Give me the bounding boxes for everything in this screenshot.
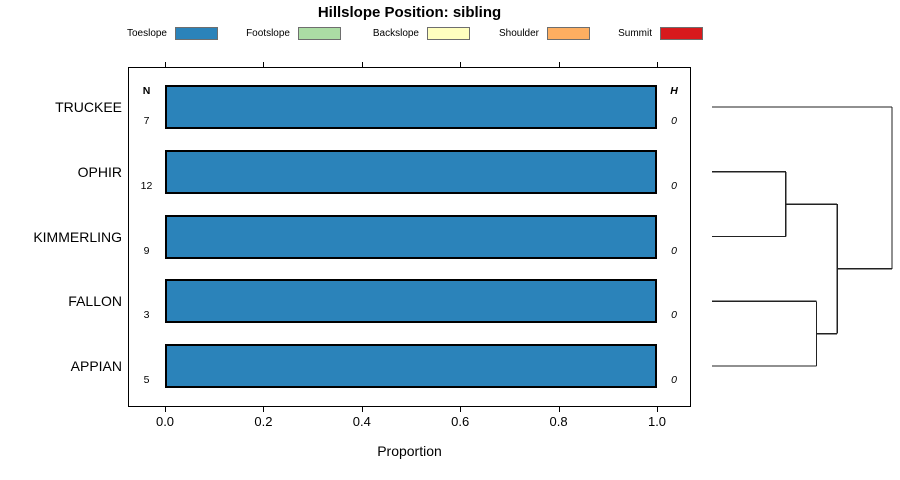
legend-swatch-shoulder-icon — [547, 27, 590, 40]
legend-swatch-footslope-icon — [298, 27, 341, 40]
x-axis-tick-bottom — [361, 407, 363, 412]
legend-label: Backslope — [372, 28, 419, 39]
bar-appian — [165, 344, 657, 388]
h-value: 0 — [671, 244, 677, 257]
legend-item-summit: Summit — [562, 26, 703, 41]
x-axis-tick-top — [165, 62, 166, 67]
h-value: 0 — [671, 115, 677, 127]
bar-ophir — [165, 149, 657, 194]
x-axis-tick-bottom — [263, 407, 265, 412]
h-value: 0 — [671, 309, 677, 322]
plot-area — [128, 67, 691, 407]
legend-swatch-toeslope-icon — [175, 27, 218, 40]
x-axis-tick-bottom — [558, 407, 560, 412]
row-label-kimmerling: KIMMERLING — [33, 228, 122, 245]
bar-kimmerling — [165, 214, 657, 259]
h-column-header: H — [670, 85, 678, 97]
legend-item-footslope: Footslope — [200, 26, 341, 41]
legend-swatch-backslope-icon — [427, 27, 470, 40]
legend-label: Summit — [618, 28, 652, 39]
x-axis-tick-bottom — [165, 407, 166, 412]
x-axis-tick-bottom — [657, 407, 658, 412]
n-value: 9 — [143, 244, 150, 257]
x-axis-tick-label: 0.4 — [352, 414, 371, 429]
legend-swatch-summit-icon — [660, 27, 703, 40]
x-axis-tick-top — [263, 62, 265, 67]
legend-item-toeslope: Toeslope — [77, 26, 218, 41]
n-value: 3 — [143, 309, 150, 322]
legend-item-backslope: Backslope — [329, 26, 470, 41]
legend-item-shoulder: Shoulder — [449, 26, 590, 41]
row-label-ophir: OPHIR — [77, 163, 122, 180]
chart-title: Hillslope Position: sibling — [317, 4, 502, 21]
x-axis-tick-top — [558, 62, 560, 67]
x-axis-label: Proportion — [377, 443, 442, 459]
x-axis-tick-label: 1.0 — [647, 414, 667, 429]
n-column-header: N — [142, 85, 151, 97]
row-label-fallon: FALLON — [68, 293, 122, 310]
x-axis-tick-top — [361, 62, 363, 67]
x-axis-tick-label: 0.2 — [254, 414, 273, 429]
x-axis-tick-label: 0.0 — [155, 414, 175, 429]
h-value: 0 — [671, 179, 677, 192]
legend-label: Shoulder — [498, 28, 539, 39]
h-value: 0 — [671, 374, 677, 386]
legend-label: Toeslope — [126, 28, 167, 39]
x-axis-tick-label: 0.6 — [451, 414, 470, 429]
row-label-appian: APPIAN — [70, 358, 122, 374]
legend-label: Footslope — [246, 28, 290, 39]
x-axis-tick-bottom — [460, 407, 462, 412]
x-axis-tick-top — [460, 62, 462, 67]
n-value: 5 — [143, 374, 150, 386]
x-axis-tick-label: 0.8 — [549, 414, 568, 429]
bar-fallon — [165, 279, 657, 324]
n-value: 7 — [143, 115, 150, 127]
n-value: 12 — [140, 179, 153, 192]
bar-truckee — [165, 85, 657, 129]
row-label-truckee: TRUCKEE — [55, 99, 122, 115]
x-axis-tick-top — [657, 62, 658, 67]
